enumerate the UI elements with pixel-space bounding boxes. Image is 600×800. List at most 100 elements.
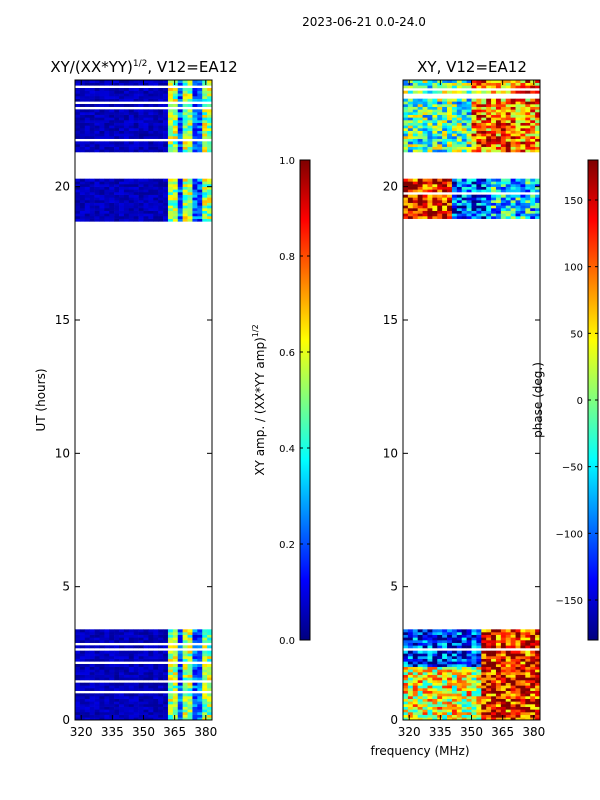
heatmap-cell	[119, 656, 125, 659]
heatmap-cell	[437, 178, 443, 182]
heatmap-cell	[407, 629, 414, 633]
heatmap-cell	[481, 688, 487, 691]
heatmap-cell	[202, 218, 208, 222]
heatmap-cell	[89, 666, 95, 670]
heatmap-cell	[148, 688, 154, 691]
heatmap-cell	[202, 658, 208, 662]
heatmap-cell	[525, 200, 531, 203]
heatmap-cell	[89, 634, 95, 638]
heatmap-cell	[515, 701, 521, 705]
heatmap-cell	[75, 653, 81, 657]
heatmap-cell	[123, 200, 130, 203]
heatmap-cell	[167, 688, 174, 691]
heatmap-cell	[182, 712, 188, 715]
heatmap-cell	[84, 656, 90, 659]
heatmap-cell	[99, 677, 105, 681]
heatmap-cell	[461, 85, 467, 89]
heatmap-cell	[525, 698, 531, 702]
heatmap-cell	[422, 189, 428, 193]
heatmap-cell	[530, 82, 536, 86]
heatmap-cell	[471, 674, 477, 678]
heatmap-cell	[192, 210, 198, 214]
heatmap-cell	[515, 714, 521, 718]
heatmap-cell	[84, 202, 90, 206]
heatmap-cell	[476, 197, 482, 201]
heatmap-cell	[427, 146, 433, 150]
heatmap-cell	[148, 669, 154, 673]
heatmap-cell	[505, 184, 511, 187]
heatmap-cell	[486, 701, 492, 705]
heatmap-cell	[207, 178, 213, 182]
heatmap-cell	[119, 184, 125, 187]
heatmap-cell	[461, 122, 467, 126]
heatmap-cell	[495, 210, 502, 214]
heatmap-cell	[197, 658, 203, 662]
heatmap-cell	[510, 658, 516, 662]
heatmap-cell	[422, 640, 428, 643]
heatmap-cell	[75, 656, 81, 659]
heatmap-cell	[138, 664, 144, 667]
heatmap-cell	[520, 133, 526, 137]
heatmap-cell	[471, 629, 477, 633]
heatmap-cell	[177, 677, 183, 681]
heatmap-cell	[500, 674, 507, 678]
heatmap-cell	[119, 122, 125, 126]
heatmap-cell	[89, 640, 95, 643]
heatmap-cell	[182, 194, 188, 198]
heatmap-cell	[525, 632, 531, 635]
heatmap-cell	[471, 144, 477, 147]
heatmap-cell	[163, 653, 169, 657]
heatmap-cell	[476, 210, 482, 214]
heatmap-cell	[187, 98, 193, 102]
heatmap-cell	[123, 184, 130, 187]
heatmap-cell	[79, 112, 86, 115]
heatmap-cell	[104, 98, 110, 102]
heatmap-cell	[79, 629, 86, 633]
heatmap-cell	[407, 685, 414, 689]
heatmap-cell	[535, 690, 541, 694]
heatmap-cell	[197, 688, 203, 691]
heatmap-cell	[133, 149, 139, 153]
heatmap-cell	[515, 130, 521, 134]
heatmap-cell	[481, 717, 487, 721]
heatmap-cell	[148, 693, 154, 697]
heatmap-cell	[427, 106, 433, 110]
heatmap-cell	[437, 640, 443, 643]
heatmap-cell	[437, 682, 443, 686]
heatmap-cell	[437, 677, 443, 681]
heatmap-cell	[442, 216, 448, 219]
heatmap-cell	[417, 666, 423, 670]
heatmap-cell	[432, 714, 438, 718]
heatmap-cell	[412, 672, 418, 675]
heatmap-cell	[123, 192, 130, 195]
heatmap-cell	[75, 688, 81, 691]
heatmap-cell	[163, 141, 169, 145]
heatmap-cell	[442, 672, 448, 675]
heatmap-cell	[133, 682, 139, 686]
heatmap-cell	[172, 181, 179, 185]
heatmap-cell	[75, 117, 81, 121]
heatmap-cell	[505, 656, 511, 659]
heatmap-cell	[447, 138, 453, 142]
heatmap-cell	[104, 178, 110, 182]
heatmap-cell	[143, 130, 149, 134]
heatmap-cell	[407, 706, 414, 710]
heatmap-cell	[197, 645, 203, 649]
heatmap-cell	[94, 120, 100, 123]
heatmap-cell	[515, 210, 521, 214]
heatmap-cell	[510, 637, 516, 641]
heatmap-cell	[456, 146, 463, 150]
heatmap-cell	[133, 200, 139, 203]
heatmap-cell	[505, 120, 511, 123]
heatmap-cell	[197, 208, 203, 211]
heatmap-cell	[451, 706, 458, 710]
heatmap-cell	[505, 208, 511, 211]
heatmap-cell	[525, 666, 531, 670]
heatmap-cell	[182, 146, 188, 150]
heatmap-cell	[427, 101, 433, 105]
heatmap-cell	[530, 101, 536, 105]
heatmap-cell	[143, 128, 149, 131]
heatmap-cell	[172, 658, 179, 662]
heatmap-cell	[128, 192, 135, 195]
